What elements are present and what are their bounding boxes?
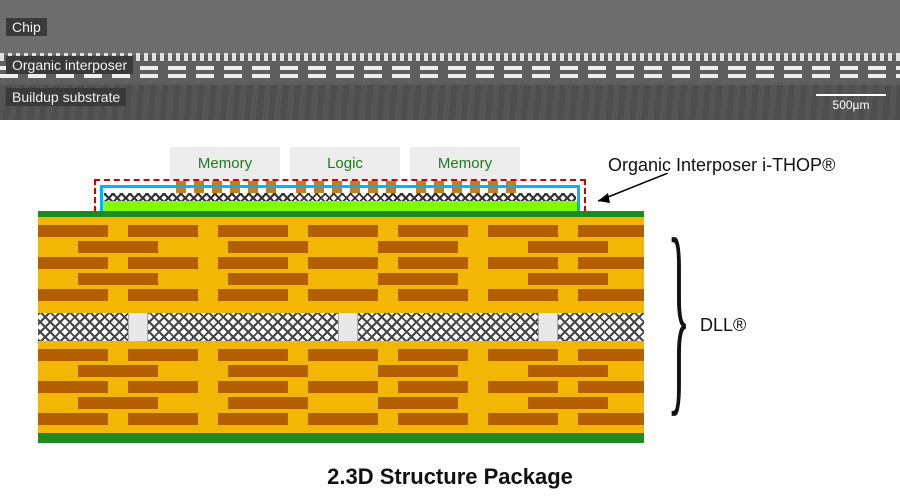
substrate-copper-row xyxy=(38,241,644,253)
callout-interposer-text: Organic Interposer i-THOP® xyxy=(608,155,835,175)
sem-bump-row xyxy=(0,53,900,61)
chip-memory-right: Memory xyxy=(410,147,520,181)
chip-logic: Logic xyxy=(290,147,400,181)
substrate-core-via xyxy=(338,313,358,341)
callout-dll-text: DLL® xyxy=(700,315,746,335)
sem-trace-row xyxy=(0,66,900,70)
figure-title: 2.3D Structure Package xyxy=(0,464,900,490)
sem-cross-section: Chip Organic interposer Buildup substrat… xyxy=(0,0,900,120)
substrate-core-via xyxy=(128,313,148,341)
substrate-copper-row xyxy=(38,257,644,269)
substrate-copper-row xyxy=(38,397,644,409)
brace-icon: } xyxy=(667,207,690,423)
chip-memory-left: Memory xyxy=(170,147,280,181)
sem-chip-region xyxy=(0,0,900,55)
sem-scale-text: 500µm xyxy=(816,98,886,112)
sem-label-chip: Chip xyxy=(6,18,47,36)
callout-arrow-icon xyxy=(588,173,678,213)
substrate-copper-row xyxy=(38,289,644,301)
substrate-copper-row xyxy=(38,225,644,237)
substrate-body xyxy=(38,217,644,435)
substrate-copper-row xyxy=(38,365,644,377)
substrate-copper-row xyxy=(38,413,644,425)
sem-label-interposer: Organic interposer xyxy=(6,56,133,74)
substrate-copper-row xyxy=(38,349,644,361)
sem-trace-row xyxy=(0,74,900,78)
sem-label-buildup: Buildup substrate xyxy=(6,88,126,106)
substrate-copper-row xyxy=(38,273,644,285)
callout-dll: DLL® xyxy=(700,315,746,336)
sem-buildup-region xyxy=(0,85,900,120)
sem-scalebar: 500µm xyxy=(816,94,886,112)
substrate-copper-row xyxy=(38,381,644,393)
substrate-core-via xyxy=(538,313,558,341)
schematic-diagram: Memory Logic Memory Organic Interposer i… xyxy=(0,135,900,455)
substrate-soldermask-bottom xyxy=(38,433,644,443)
